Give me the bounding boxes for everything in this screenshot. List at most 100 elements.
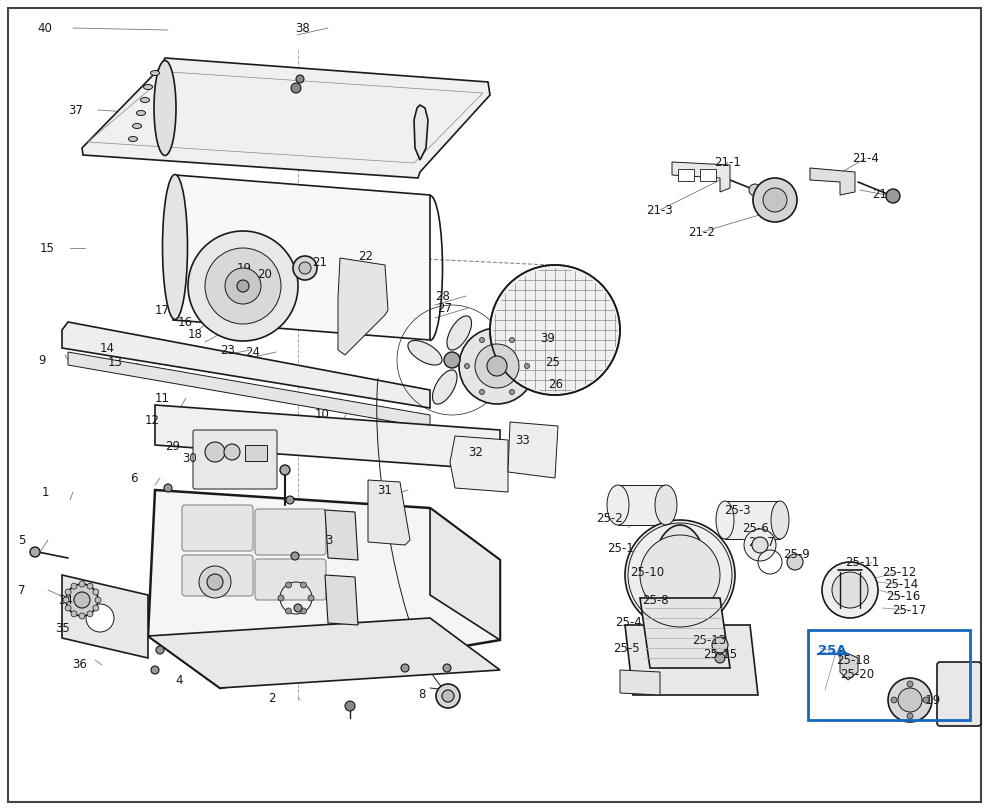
Circle shape bbox=[443, 664, 451, 672]
Circle shape bbox=[345, 701, 355, 711]
Circle shape bbox=[744, 529, 776, 561]
Polygon shape bbox=[325, 575, 358, 625]
Ellipse shape bbox=[162, 174, 188, 319]
Text: 5: 5 bbox=[18, 534, 26, 547]
Text: 33: 33 bbox=[515, 433, 530, 446]
Text: 37: 37 bbox=[68, 104, 83, 117]
Polygon shape bbox=[148, 618, 500, 688]
Text: 25-16: 25-16 bbox=[886, 590, 920, 603]
Text: 40: 40 bbox=[37, 22, 51, 35]
Text: 25-9: 25-9 bbox=[783, 548, 810, 561]
Polygon shape bbox=[840, 650, 858, 680]
Circle shape bbox=[278, 595, 284, 601]
Circle shape bbox=[886, 189, 900, 203]
Circle shape bbox=[79, 613, 85, 619]
Text: 28: 28 bbox=[435, 289, 450, 302]
Text: 25-11: 25-11 bbox=[845, 556, 879, 569]
Circle shape bbox=[225, 268, 261, 304]
Bar bbox=[700, 169, 716, 181]
Text: 4: 4 bbox=[175, 673, 183, 687]
Circle shape bbox=[205, 442, 225, 462]
FancyBboxPatch shape bbox=[182, 555, 253, 596]
Circle shape bbox=[87, 611, 93, 617]
Text: 25-17: 25-17 bbox=[892, 603, 927, 616]
Circle shape bbox=[401, 664, 409, 672]
Circle shape bbox=[296, 75, 304, 83]
Text: 21: 21 bbox=[312, 255, 327, 268]
Circle shape bbox=[509, 390, 514, 394]
Polygon shape bbox=[62, 322, 430, 408]
Ellipse shape bbox=[129, 137, 137, 142]
Text: 38: 38 bbox=[295, 22, 310, 35]
Text: 30: 30 bbox=[182, 453, 197, 466]
Text: 25-1: 25-1 bbox=[607, 542, 634, 555]
Text: 21-2: 21-2 bbox=[688, 225, 715, 238]
Text: 25-10: 25-10 bbox=[630, 565, 665, 578]
Text: 25-8: 25-8 bbox=[642, 594, 669, 607]
Polygon shape bbox=[620, 670, 660, 695]
Polygon shape bbox=[148, 490, 500, 688]
Text: 21-3: 21-3 bbox=[646, 203, 673, 216]
Circle shape bbox=[66, 584, 98, 616]
Circle shape bbox=[475, 344, 519, 388]
Bar bbox=[245, 445, 267, 461]
Text: 22: 22 bbox=[358, 249, 373, 262]
Ellipse shape bbox=[607, 485, 629, 525]
Circle shape bbox=[480, 338, 485, 343]
Text: 21-5: 21-5 bbox=[872, 189, 899, 202]
Polygon shape bbox=[640, 598, 730, 668]
Circle shape bbox=[79, 581, 85, 587]
Circle shape bbox=[286, 608, 292, 614]
Text: 25-6: 25-6 bbox=[742, 522, 768, 535]
Text: 25-4: 25-4 bbox=[615, 616, 642, 629]
Circle shape bbox=[907, 681, 913, 687]
Text: 13: 13 bbox=[108, 356, 123, 369]
Circle shape bbox=[459, 328, 535, 404]
Text: 25A: 25A bbox=[818, 643, 847, 656]
Ellipse shape bbox=[447, 316, 472, 350]
Ellipse shape bbox=[771, 501, 789, 539]
Circle shape bbox=[524, 364, 529, 369]
Text: 25-19: 25-19 bbox=[906, 693, 941, 706]
Text: 34: 34 bbox=[58, 594, 73, 607]
Circle shape bbox=[712, 637, 728, 653]
Circle shape bbox=[444, 352, 460, 368]
Polygon shape bbox=[325, 510, 358, 560]
Text: 25-13: 25-13 bbox=[692, 633, 726, 646]
Circle shape bbox=[891, 697, 897, 703]
Text: 21-4: 21-4 bbox=[852, 151, 879, 164]
Circle shape bbox=[293, 256, 317, 280]
Text: 17: 17 bbox=[155, 304, 170, 317]
Circle shape bbox=[465, 364, 470, 369]
Polygon shape bbox=[338, 258, 388, 355]
FancyBboxPatch shape bbox=[937, 662, 981, 726]
Circle shape bbox=[205, 248, 281, 324]
Text: 39: 39 bbox=[540, 331, 555, 344]
Ellipse shape bbox=[432, 370, 457, 404]
Circle shape bbox=[164, 484, 172, 492]
Polygon shape bbox=[155, 405, 500, 470]
Circle shape bbox=[71, 583, 77, 589]
Text: 6: 6 bbox=[130, 471, 137, 484]
Circle shape bbox=[436, 684, 460, 708]
Circle shape bbox=[188, 231, 298, 341]
Circle shape bbox=[752, 537, 768, 553]
FancyBboxPatch shape bbox=[255, 559, 326, 600]
Circle shape bbox=[487, 356, 507, 376]
Ellipse shape bbox=[150, 70, 159, 75]
Text: 20: 20 bbox=[257, 268, 272, 282]
Polygon shape bbox=[82, 58, 490, 178]
Ellipse shape bbox=[136, 110, 145, 116]
Circle shape bbox=[490, 265, 620, 395]
Text: 25-3: 25-3 bbox=[724, 504, 751, 517]
FancyBboxPatch shape bbox=[182, 505, 253, 551]
Circle shape bbox=[65, 589, 71, 595]
Text: 1: 1 bbox=[42, 485, 49, 498]
Polygon shape bbox=[430, 508, 500, 640]
Circle shape bbox=[898, 688, 922, 712]
Circle shape bbox=[156, 646, 164, 654]
Circle shape bbox=[299, 262, 311, 274]
Text: 32: 32 bbox=[468, 446, 483, 459]
Ellipse shape bbox=[143, 84, 152, 89]
Circle shape bbox=[888, 678, 932, 722]
